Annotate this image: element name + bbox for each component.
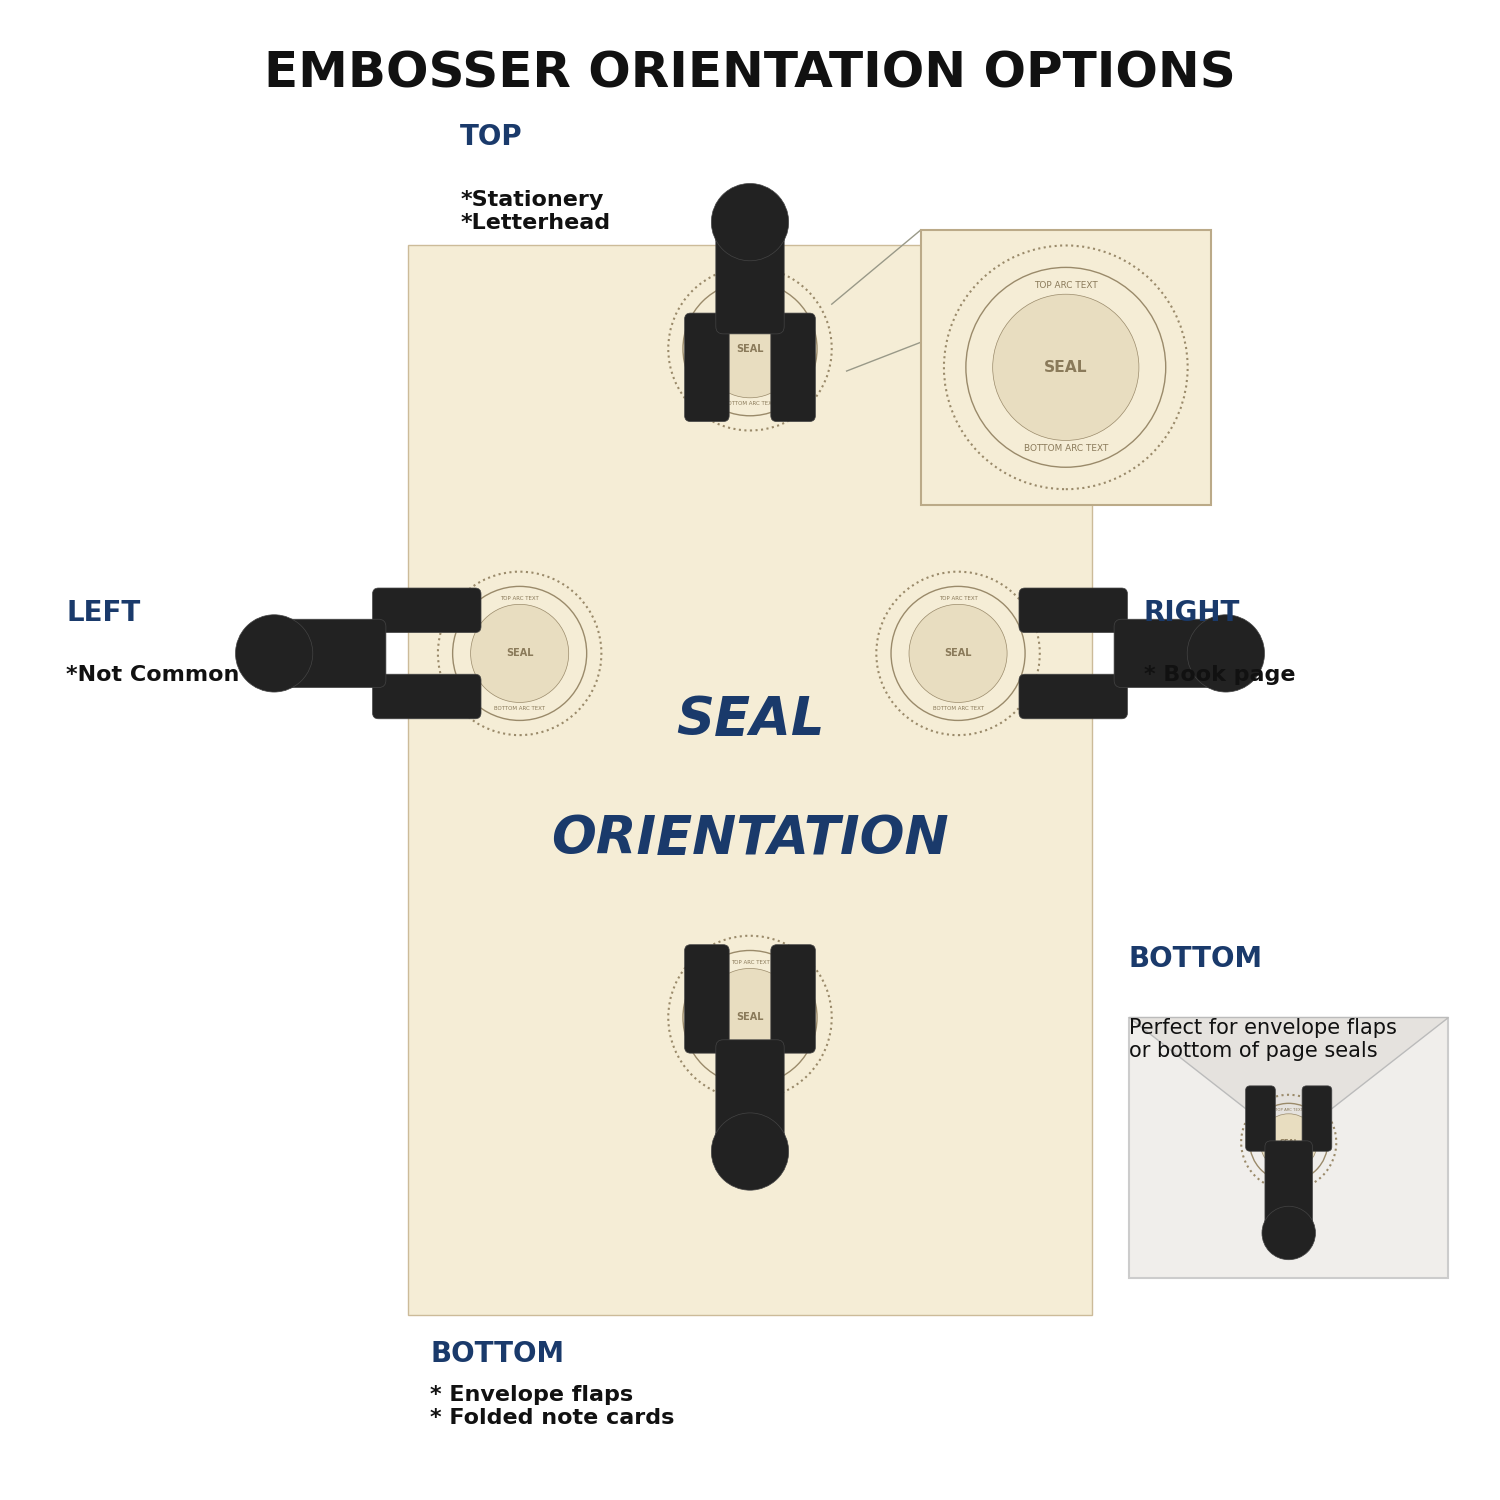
Circle shape <box>471 604 568 702</box>
Circle shape <box>1186 615 1264 692</box>
Text: TOP ARC TEXT: TOP ARC TEXT <box>730 960 770 964</box>
FancyBboxPatch shape <box>684 945 729 1053</box>
Text: SEAL: SEAL <box>945 648 972 658</box>
Circle shape <box>700 969 800 1066</box>
Text: TOP: TOP <box>460 123 524 152</box>
Circle shape <box>1260 1114 1317 1172</box>
Text: TOP ARC TEXT: TOP ARC TEXT <box>1034 280 1098 290</box>
FancyBboxPatch shape <box>1302 1086 1332 1152</box>
FancyBboxPatch shape <box>716 1040 784 1160</box>
Text: LEFT: LEFT <box>66 598 141 627</box>
Circle shape <box>700 300 800 398</box>
FancyBboxPatch shape <box>1019 674 1128 718</box>
Text: BOTTOM ARC TEXT: BOTTOM ARC TEXT <box>933 705 984 711</box>
Text: SEAL: SEAL <box>1044 360 1088 375</box>
Text: BOTTOM ARC TEXT: BOTTOM ARC TEXT <box>1270 1172 1306 1176</box>
Text: SEAL: SEAL <box>506 648 534 658</box>
Text: SEAL: SEAL <box>675 694 825 747</box>
Polygon shape <box>1130 1017 1449 1143</box>
Text: TOP ARC TEXT: TOP ARC TEXT <box>730 291 770 297</box>
Text: BOTTOM: BOTTOM <box>1130 945 1263 974</box>
Circle shape <box>909 604 1007 702</box>
Text: * Envelope flaps
* Folded note cards: * Envelope flaps * Folded note cards <box>430 1384 675 1428</box>
Text: RIGHT: RIGHT <box>1144 598 1240 627</box>
FancyBboxPatch shape <box>1114 620 1233 687</box>
Circle shape <box>711 183 789 261</box>
Text: * Book page: * Book page <box>1144 666 1296 686</box>
Text: SEAL: SEAL <box>736 1013 764 1023</box>
Text: ORIENTATION: ORIENTATION <box>550 813 950 865</box>
FancyBboxPatch shape <box>372 674 482 718</box>
Text: BOTTOM: BOTTOM <box>430 1340 564 1368</box>
FancyBboxPatch shape <box>267 620 386 687</box>
Text: SEAL: SEAL <box>1280 1140 1298 1146</box>
Text: SEAL: SEAL <box>736 344 764 354</box>
FancyBboxPatch shape <box>1245 1086 1275 1152</box>
Text: BOTTOM ARC TEXT: BOTTOM ARC TEXT <box>494 705 544 711</box>
FancyBboxPatch shape <box>771 314 816 422</box>
Text: EMBOSSER ORIENTATION OPTIONS: EMBOSSER ORIENTATION OPTIONS <box>264 50 1236 98</box>
FancyBboxPatch shape <box>716 214 784 334</box>
FancyBboxPatch shape <box>921 230 1210 506</box>
FancyBboxPatch shape <box>1130 1017 1449 1278</box>
Text: Perfect for envelope flaps
or bottom of page seals: Perfect for envelope flaps or bottom of … <box>1130 1017 1396 1060</box>
FancyBboxPatch shape <box>771 945 816 1053</box>
FancyBboxPatch shape <box>408 244 1092 1314</box>
Text: TOP ARC TEXT: TOP ARC TEXT <box>501 596 538 602</box>
Text: BOTTOM ARC TEXT: BOTTOM ARC TEXT <box>1023 444 1108 453</box>
Text: TOP ARC TEXT: TOP ARC TEXT <box>939 596 978 602</box>
FancyBboxPatch shape <box>372 588 482 633</box>
Text: *Stationery
*Letterhead: *Stationery *Letterhead <box>460 189 610 232</box>
Circle shape <box>1262 1206 1316 1260</box>
Text: BOTTOM ARC TEXT: BOTTOM ARC TEXT <box>724 400 776 406</box>
Text: *Not Common: *Not Common <box>66 666 240 686</box>
FancyBboxPatch shape <box>1264 1142 1312 1239</box>
Circle shape <box>236 615 314 692</box>
Text: TOP ARC TEXT: TOP ARC TEXT <box>1275 1108 1302 1113</box>
Circle shape <box>711 1113 789 1190</box>
Text: BOTTOM ARC TEXT: BOTTOM ARC TEXT <box>724 1070 776 1076</box>
Circle shape <box>993 294 1138 441</box>
FancyBboxPatch shape <box>1019 588 1128 633</box>
FancyBboxPatch shape <box>684 314 729 422</box>
